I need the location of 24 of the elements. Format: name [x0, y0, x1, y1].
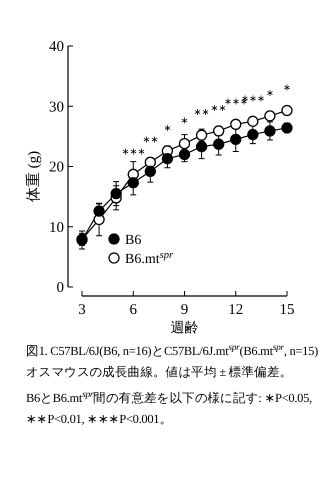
y-axis-title: 体重 (g)	[25, 150, 42, 202]
annotation: ∗∗	[194, 108, 210, 118]
annotation: ∗	[266, 88, 274, 99]
x-tick-label: 9	[180, 302, 188, 318]
y-tick-label: 40	[49, 39, 64, 55]
annotation: ∗∗	[210, 104, 227, 114]
legend-label: B6.mt$^{spr}$	[125, 250, 174, 267]
y-tick-label: 10	[49, 220, 64, 236]
annotation: ∗	[163, 124, 172, 134]
x-tick-label: 6	[130, 302, 138, 318]
caption: 図1. C57BL/6J(B6, n=16)とC57BL/6J.mt$^{spr}$(B6.mt$^{spr}$, n=15)オスマウスの成長曲線。値は平均 ± 標準偏差。	[26, 342, 319, 382]
text: B6とB6.mt$^{spr}$間の有意差を以下の様に記す: ∗P<0.05, ∗∗P<0.01, ∗∗∗P<0.001。	[26, 389, 313, 428]
annotation: ∗	[180, 116, 188, 127]
x-tick-label: 3	[78, 302, 86, 318]
x-tick-label: 12	[228, 302, 244, 318]
legend-label: B6	[125, 233, 142, 248]
annotation: ∗∗	[142, 135, 158, 146]
y-tick-label: 0	[56, 280, 64, 296]
y-tick-label: 30	[49, 99, 64, 116]
x-axis-title: 週齢	[170, 320, 198, 336]
annotation: ∗∗∗	[121, 147, 146, 158]
annotation: ∗	[283, 83, 291, 94]
y-tick-label: 20	[49, 160, 64, 176]
x-tick-label: 15	[280, 302, 294, 318]
